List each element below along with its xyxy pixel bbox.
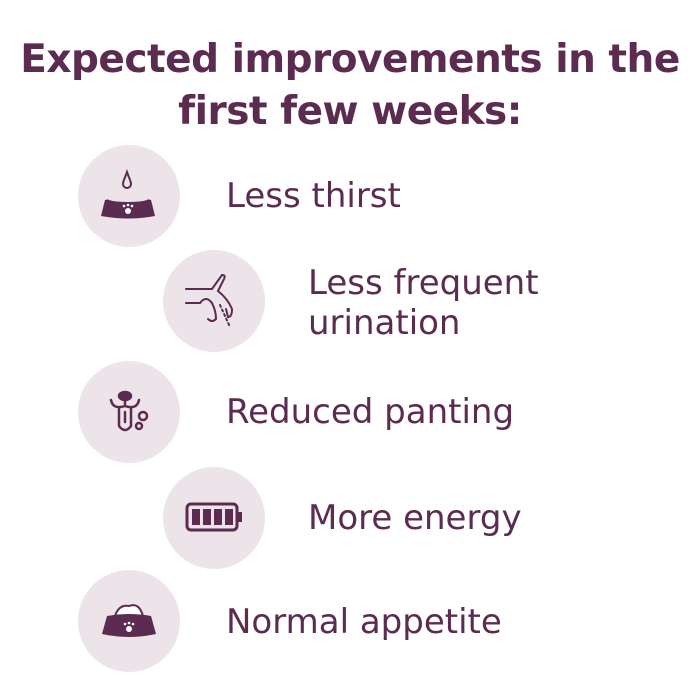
water-bowl-icon <box>78 145 180 247</box>
item-label-normal-appetite: Normal appetite <box>226 602 502 642</box>
panting-tongue-icon <box>78 361 180 463</box>
item-label-less-thirst: Less thirst <box>226 176 401 216</box>
full-battery-icon <box>163 467 265 569</box>
food-bowl-icon <box>78 570 180 672</box>
item-label-less-frequent-urination: Less frequent urination <box>308 263 539 343</box>
item-label-more-energy: More energy <box>308 498 522 538</box>
item-label-reduced-panting: Reduced panting <box>226 392 515 432</box>
page-title: Expected improvements in the first few w… <box>0 34 700 138</box>
label-line-2: urination <box>308 303 461 343</box>
dog-urinating-icon <box>163 250 265 352</box>
title-line-1: Expected improvements in the <box>20 37 680 82</box>
label-line-1: Less frequent <box>308 263 539 303</box>
title-line-2: first few weeks: <box>178 89 522 134</box>
